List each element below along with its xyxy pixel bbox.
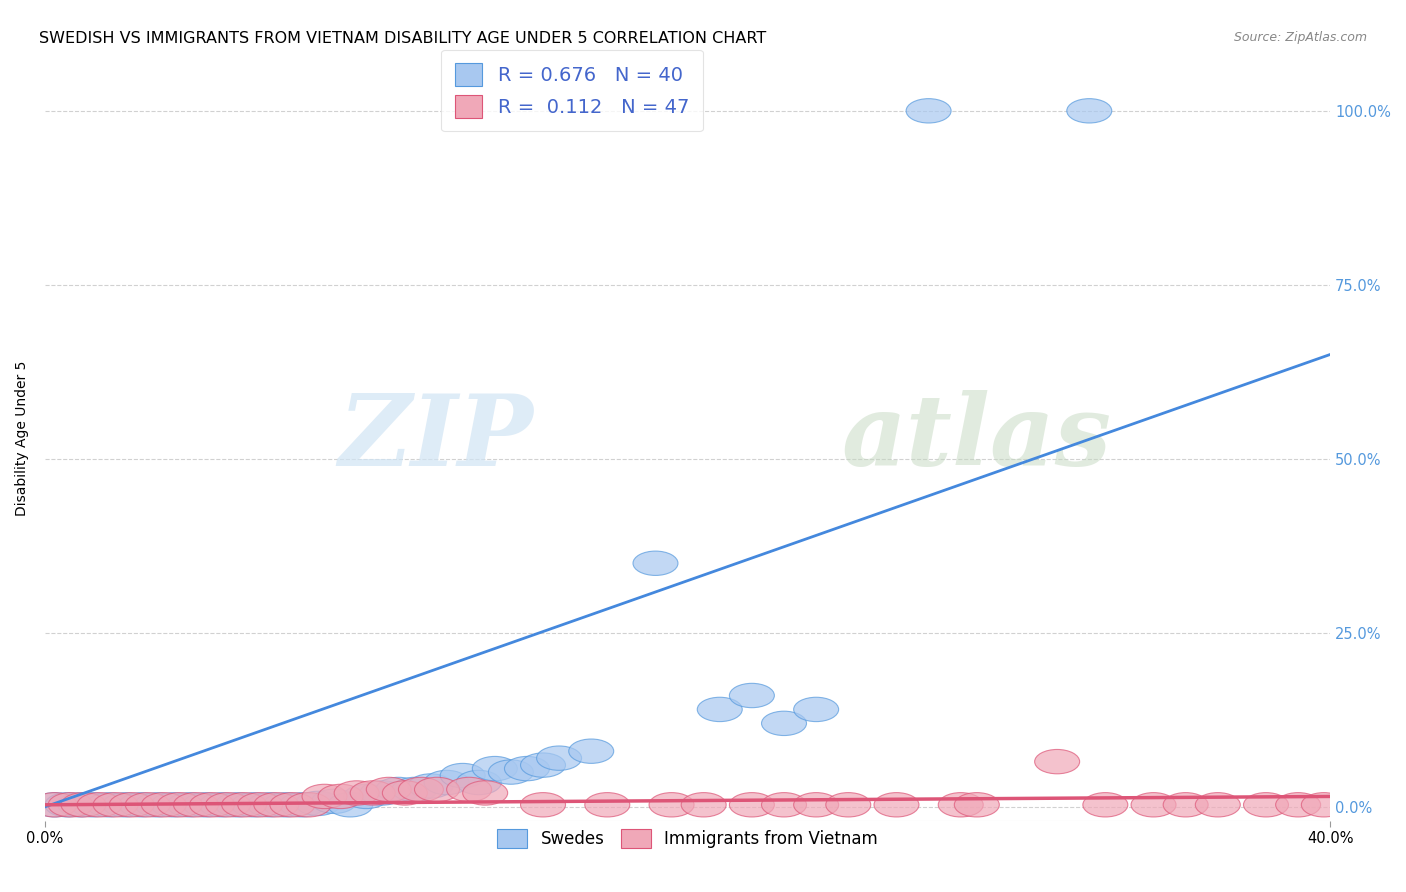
Ellipse shape <box>537 746 582 771</box>
Ellipse shape <box>440 764 485 788</box>
Ellipse shape <box>730 683 775 707</box>
Ellipse shape <box>328 793 373 817</box>
Text: SWEDISH VS IMMIGRANTS FROM VIETNAM DISABILITY AGE UNDER 5 CORRELATION CHART: SWEDISH VS IMMIGRANTS FROM VIETNAM DISAB… <box>39 31 766 46</box>
Ellipse shape <box>1035 749 1080 774</box>
Ellipse shape <box>463 780 508 805</box>
Ellipse shape <box>415 777 460 802</box>
Ellipse shape <box>87 793 132 817</box>
Ellipse shape <box>173 793 218 817</box>
Ellipse shape <box>505 756 550 780</box>
Ellipse shape <box>633 551 678 575</box>
Ellipse shape <box>135 793 180 817</box>
Ellipse shape <box>238 793 283 817</box>
Ellipse shape <box>200 793 245 817</box>
Ellipse shape <box>1243 793 1288 817</box>
Ellipse shape <box>398 777 443 802</box>
Legend: Swedes, Immigrants from Vietnam: Swedes, Immigrants from Vietnam <box>491 822 884 855</box>
Ellipse shape <box>280 793 325 817</box>
Ellipse shape <box>825 793 870 817</box>
Ellipse shape <box>681 793 725 817</box>
Ellipse shape <box>905 99 950 123</box>
Ellipse shape <box>60 793 105 817</box>
Ellipse shape <box>938 793 983 817</box>
Ellipse shape <box>45 793 90 817</box>
Ellipse shape <box>1275 793 1320 817</box>
Ellipse shape <box>488 760 533 784</box>
Ellipse shape <box>1083 793 1128 817</box>
Text: atlas: atlas <box>842 390 1112 486</box>
Ellipse shape <box>312 789 357 814</box>
Ellipse shape <box>32 793 77 817</box>
Text: Source: ZipAtlas.com: Source: ZipAtlas.com <box>1233 31 1367 45</box>
Ellipse shape <box>367 777 412 802</box>
Ellipse shape <box>70 793 115 817</box>
Ellipse shape <box>650 793 695 817</box>
Ellipse shape <box>77 793 122 817</box>
Ellipse shape <box>32 793 77 817</box>
Ellipse shape <box>125 793 170 817</box>
Ellipse shape <box>254 793 299 817</box>
Ellipse shape <box>93 793 138 817</box>
Ellipse shape <box>375 777 420 802</box>
Ellipse shape <box>382 780 427 805</box>
Ellipse shape <box>569 739 613 764</box>
Ellipse shape <box>167 793 212 817</box>
Y-axis label: Disability Age Under 5: Disability Age Under 5 <box>15 360 30 516</box>
Ellipse shape <box>285 793 330 817</box>
Ellipse shape <box>447 777 492 802</box>
Ellipse shape <box>955 793 1000 817</box>
Ellipse shape <box>875 793 920 817</box>
Text: ZIP: ZIP <box>339 390 533 486</box>
Ellipse shape <box>263 793 308 817</box>
Ellipse shape <box>222 793 267 817</box>
Ellipse shape <box>762 793 807 817</box>
Ellipse shape <box>520 753 565 777</box>
Ellipse shape <box>1302 793 1347 817</box>
Ellipse shape <box>215 793 260 817</box>
Ellipse shape <box>103 793 148 817</box>
Ellipse shape <box>150 793 195 817</box>
Ellipse shape <box>335 780 380 805</box>
Ellipse shape <box>270 793 315 817</box>
Ellipse shape <box>58 793 103 817</box>
Ellipse shape <box>1195 793 1240 817</box>
Ellipse shape <box>472 756 517 780</box>
Ellipse shape <box>1067 99 1112 123</box>
Ellipse shape <box>142 793 187 817</box>
Ellipse shape <box>408 774 453 798</box>
Ellipse shape <box>350 780 395 805</box>
Ellipse shape <box>697 698 742 722</box>
Ellipse shape <box>1130 793 1175 817</box>
Ellipse shape <box>360 780 405 805</box>
Ellipse shape <box>157 793 202 817</box>
Ellipse shape <box>232 793 277 817</box>
Ellipse shape <box>762 711 807 736</box>
Ellipse shape <box>793 793 838 817</box>
Ellipse shape <box>302 784 347 809</box>
Ellipse shape <box>110 793 155 817</box>
Ellipse shape <box>48 793 93 817</box>
Ellipse shape <box>392 777 437 802</box>
Ellipse shape <box>520 793 565 817</box>
Ellipse shape <box>793 698 838 722</box>
Ellipse shape <box>183 793 228 817</box>
Ellipse shape <box>344 784 389 809</box>
Ellipse shape <box>730 793 775 817</box>
Ellipse shape <box>318 784 363 809</box>
Ellipse shape <box>425 771 470 795</box>
Ellipse shape <box>205 793 250 817</box>
Ellipse shape <box>190 793 235 817</box>
Ellipse shape <box>585 793 630 817</box>
Ellipse shape <box>457 771 502 795</box>
Ellipse shape <box>295 791 340 815</box>
Ellipse shape <box>247 793 292 817</box>
Ellipse shape <box>120 793 165 817</box>
Ellipse shape <box>1163 793 1208 817</box>
